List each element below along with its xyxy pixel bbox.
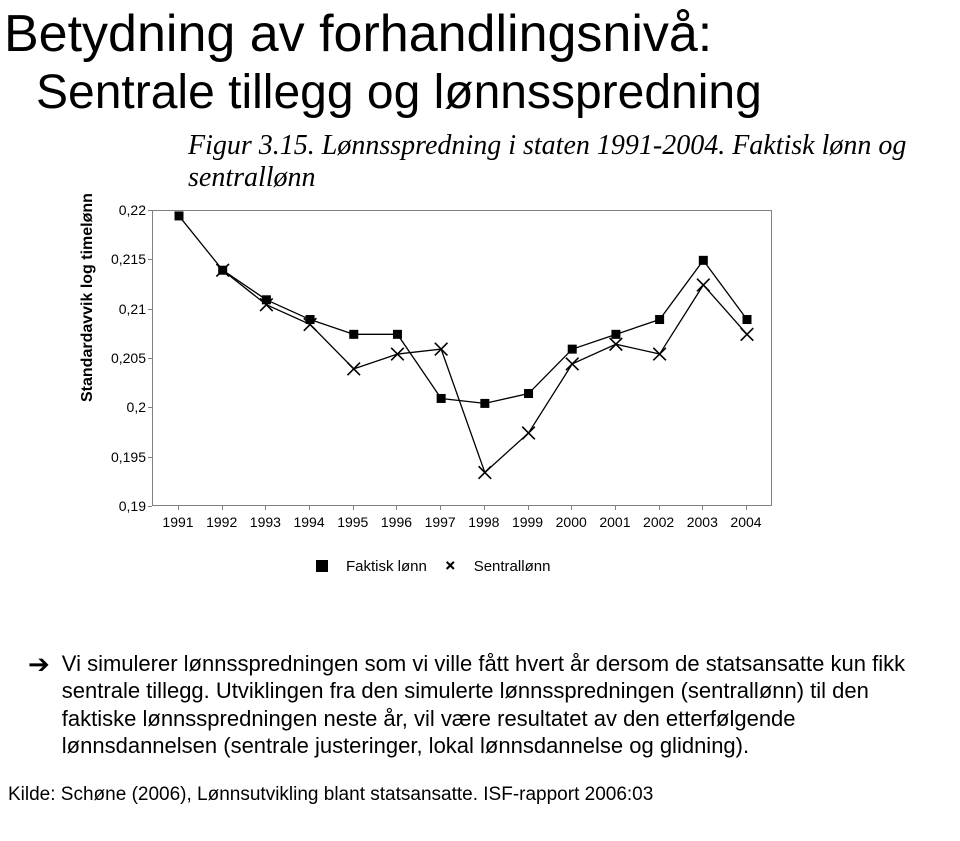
x-tick-label: 1994 [293,514,324,530]
y-tick-label: 0,215 [100,251,146,267]
figure-caption: Figur 3.15. Lønnsspredning i staten 1991… [0,120,960,194]
y-tick-label: 0,21 [100,301,146,317]
x-tick-label: 1996 [381,514,412,530]
bullet-text: Vi simulerer lønnsspredningen som vi vil… [62,650,920,760]
x-tick-label: 1993 [250,514,281,530]
y-axis-label: Standardavvik log timelønn [79,193,97,402]
chart-container: Standardavvik log timelønn 0,190,1950,20… [96,202,796,632]
y-tick-label: 0,19 [100,498,146,514]
legend: Faktisk lønn × Sentrallønn [316,558,550,575]
chart-svg [153,211,773,507]
legend-item-2: Sentrallønn [474,558,551,575]
x-tick-label: 2001 [599,514,630,530]
x-tick-label: 1991 [162,514,193,530]
x-tick-label: 2002 [643,514,674,530]
x-tick-label: 2000 [556,514,587,530]
y-tick-label: 0,2 [100,399,146,415]
plot-area [152,210,772,506]
x-tick-label: 1995 [337,514,368,530]
y-tick-label: 0,22 [100,202,146,218]
x-tick-label: 1997 [425,514,456,530]
source-line: Kilde: Schøne (2006), Lønnsutvikling bla… [0,760,960,806]
title-line-2: Sentrale tillegg og lønnsspredning [0,63,960,120]
legend-item-1: Faktisk lønn [346,558,427,575]
title-line-1: Betydning av forhandlingsnivå: [0,0,960,63]
y-tick-label: 0,195 [100,449,146,465]
x-tick-label: 2003 [687,514,718,530]
x-tick-label: 2004 [730,514,761,530]
x-tick-label: 1992 [206,514,237,530]
y-tick-label: 0,205 [100,350,146,366]
x-marker-icon: × [445,560,456,572]
square-marker-icon [316,560,328,572]
arrow-icon: ➔ [28,650,62,760]
bullet-paragraph: ➔ Vi simulerer lønnsspredningen som vi v… [0,632,960,760]
x-tick-label: 1998 [468,514,499,530]
x-tick-label: 1999 [512,514,543,530]
